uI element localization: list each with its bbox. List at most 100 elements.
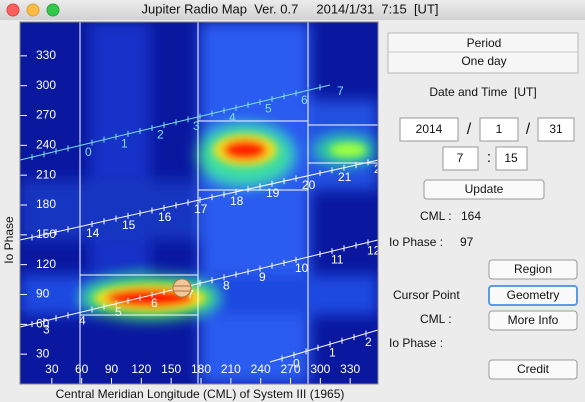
y-tick-label: 240 [36,138,56,152]
io-track-label: 0 [293,356,300,370]
month-field[interactable] [479,117,519,142]
y-tick-label: 150 [36,227,56,241]
io-label: Io Phase : [389,235,443,249]
close-button[interactable] [6,3,20,17]
y-tick-label: 270 [36,108,56,122]
io-track-label: 16 [158,210,172,224]
io-track-label: 9 [259,270,266,284]
button-label: Region [514,262,552,276]
hour-field[interactable] [442,146,479,171]
io-track-label: 2 [157,128,164,142]
cursor-io-label: Io Phase : [389,336,443,350]
y-tick-label: 120 [36,257,56,271]
day-field[interactable] [537,117,575,142]
io-track-label: 6 [151,296,158,310]
x-tick-label: 330 [340,362,360,376]
cml-value: 164 [461,209,481,223]
io-track-label: 0 [85,145,92,159]
cursor-cml-label: CML : [420,312,452,326]
io-track-label: 18 [230,194,244,208]
time-separator: : [487,149,491,166]
y-tick-label: 300 [36,78,56,92]
io-track-label: 11 [331,252,344,266]
io-track-label: 8 [223,279,230,293]
date-separator: / [526,121,531,138]
minute-field[interactable] [495,146,528,171]
date-heading: Date and Time [UT] [429,85,536,99]
io-track-label: 7 [187,287,194,301]
io-track-label: 17 [194,202,208,216]
button-label: More Info [508,313,559,327]
io-track-label: 1 [329,346,336,360]
x-tick-label: 120 [131,362,151,376]
y-tick-label: 180 [36,197,56,211]
year: 2014 [416,122,443,136]
x-tick-label: 30 [45,362,59,376]
y-tick-label: 330 [36,48,56,62]
io-value: 97 [460,235,474,249]
io-track-label: 6 [301,93,308,107]
io-track-label: 20 [302,178,316,192]
io-track-label: 12 [367,244,381,258]
io-track-label: 4 [79,314,86,328]
date-separator: / [467,121,472,138]
x-tick-label: 240 [251,362,271,376]
io-track-label: 21 [338,170,352,184]
hour: 7 [457,151,464,165]
jupiter-icon [172,278,192,298]
minute: 15 [504,151,518,165]
x-tick-label: 60 [75,362,89,376]
x-tick-label: 300 [310,362,330,376]
io-track-label: 3 [193,119,200,133]
io-track-label: 5 [115,305,122,319]
io-track-label: 7 [337,84,344,98]
tab[interactable]: One day [461,54,506,68]
y-axis-label: Io Phase [2,216,16,264]
year-field[interactable] [399,117,459,142]
io-track-label: 14 [86,226,100,240]
button-label: Credit [517,362,550,376]
io-track [269,329,378,363]
credit-button[interactable]: Credit [488,359,578,380]
region-boxes [79,22,378,384]
io-track-label: 3 [43,322,50,336]
io-track-label: 4 [229,110,236,124]
month: 1 [496,122,503,136]
y-tick-label: 30 [36,346,50,360]
y-tick-label: 90 [36,287,50,301]
minimize-button[interactable] [26,3,40,17]
more-info-button[interactable]: More Info [488,310,578,331]
io-track-label: 22 [374,162,388,176]
update-button[interactable]: Update [423,179,545,200]
x-tick-label: 210 [221,362,241,376]
period-tabs: Period One day [387,32,579,74]
io-track-label: 5 [265,102,272,116]
day: 31 [549,122,563,136]
button-label: Geometry [507,288,560,302]
io-track-label: 19 [266,186,280,200]
io-track [20,84,331,161]
tab-header: Period [467,36,502,50]
cursor-point-label: Cursor Point [393,288,460,302]
button-label: Update [465,182,504,196]
map-frame [19,21,379,385]
io-track-label: 15 [122,218,136,232]
y-tick-label: 210 [36,167,56,181]
y-tick-label: 60 [36,317,50,331]
region-button[interactable]: Region [488,259,578,280]
x-tick-label: 90 [105,362,119,376]
title-bar [0,0,585,20]
radio-map[interactable]: 0123456714151617181920212234567891011120… [20,22,388,384]
zoom-button[interactable] [46,3,60,17]
x-tick-label: 150 [161,362,181,376]
tab-box [387,32,579,74]
x-tick-label: 270 [280,362,300,376]
geometry-button[interactable]: Geometry [488,285,578,306]
x-tick-label: 180 [191,362,211,376]
io-track-label: 2 [365,335,372,349]
io-track-label: 10 [295,261,309,275]
window-title: Jupiter Radio Map Ver. 0.7 2014/1/31 7:1… [141,1,438,16]
io-track-label: 1 [121,136,128,150]
